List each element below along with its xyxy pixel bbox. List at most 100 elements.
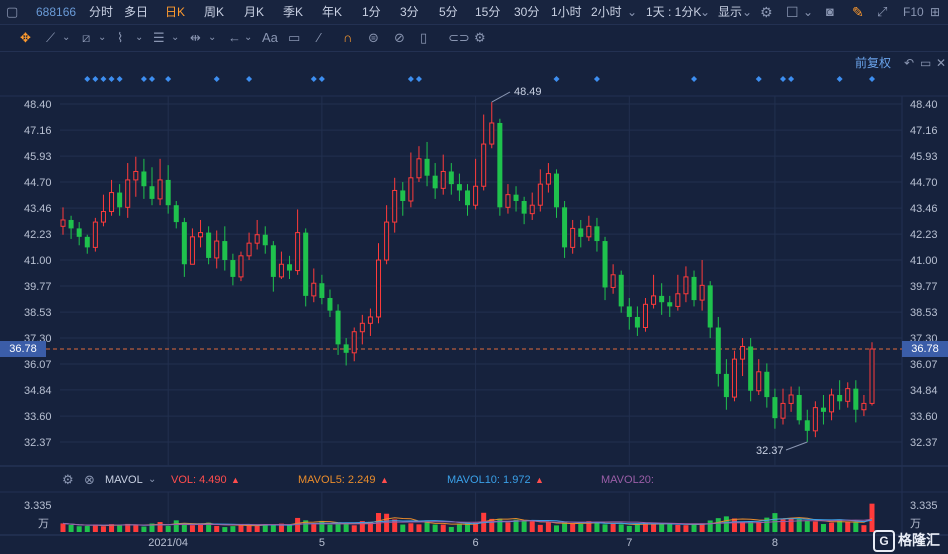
stock-code[interactable]: 688166 [36, 5, 77, 19]
lock-tool-icon[interactable]: ⊜ [368, 30, 379, 45]
high-price-annotation: 48.49 [514, 86, 542, 98]
display-chevron-icon[interactable]: ⌄ [742, 5, 753, 19]
candle-body [92, 221, 98, 248]
hide-tool-icon[interactable]: ⊘ [394, 30, 405, 45]
candle-body [796, 394, 802, 421]
crosshair-move-icon[interactable]: ✥ [20, 30, 31, 45]
candle-body [740, 345, 746, 360]
period-tab-timeshare[interactable]: 分时 [89, 5, 114, 19]
period-more-chevron-icon[interactable]: ⌄ [627, 5, 638, 19]
x-tick-label: 8 [772, 537, 778, 549]
period-tab-1hour[interactable]: 1小时 [551, 5, 582, 19]
indicator-name-chevron-icon[interactable]: ⌄ [148, 474, 157, 485]
volume-bar [198, 523, 204, 532]
period-tab-3min[interactable]: 3分 [400, 5, 419, 19]
interval-select[interactable]: 1天 : 1分K [646, 5, 702, 19]
y-tick-label-left: 41.00 [24, 255, 52, 267]
comment-tool-icon[interactable]: ▭ [288, 30, 301, 45]
period-tab-1min[interactable]: 1分 [362, 5, 381, 19]
period-tab-15min[interactable]: 15分 [475, 5, 501, 19]
period-tab-yearly[interactable]: 年K [322, 5, 343, 19]
adjust-mode-label[interactable]: 前复权 [855, 56, 892, 70]
camera-icon[interactable]: ◙ [826, 4, 834, 19]
event-marker [318, 76, 325, 82]
interval-chevron-icon[interactable]: ⌄ [700, 5, 711, 19]
wave-tool-chevron-icon[interactable]: ⌄ [135, 32, 144, 43]
grid-view-icon[interactable]: ⊞ [930, 5, 941, 19]
fib-tool-chevron-icon[interactable]: ⌄ [171, 32, 180, 43]
range-tool-chevron-icon[interactable]: ⌄ [208, 32, 217, 43]
period-tab-monthly[interactable]: 月K [244, 5, 265, 19]
volume-bar [173, 520, 179, 532]
mavol5-value: MAVOL5: 2.249 [298, 474, 376, 486]
fullscreen-icon[interactable]: ⤢ [877, 4, 888, 19]
volume-bar [481, 512, 487, 532]
period-toolbar: ▢ 688166 分时 多日 日K 周K 月K 季K 年K 1分 3分 5分 1… [0, 0, 948, 25]
candle-body [287, 264, 293, 271]
candle-body [206, 232, 212, 258]
candle-body [84, 236, 90, 248]
display-menu[interactable]: 显示 [718, 5, 743, 19]
period-tab-weekly[interactable]: 周K [204, 5, 225, 19]
f10-button[interactable]: F10 [903, 5, 924, 19]
range-tool-icon[interactable]: ⇹ [190, 30, 201, 45]
event-marker [140, 76, 147, 82]
period-tab-daily[interactable]: 日K [165, 5, 186, 19]
fib-tool-icon[interactable]: ☰ [153, 30, 165, 45]
period-tab-quarterly[interactable]: 季K [283, 5, 304, 19]
indicator-name[interactable]: MAVOL [105, 474, 143, 486]
channel-tool-icon[interactable]: ⧄ [82, 30, 91, 45]
arrow-tool-icon[interactable]: ← [228, 30, 241, 45]
event-marker [691, 76, 698, 82]
x-tick-label: 6 [473, 537, 479, 549]
volume-bar [448, 526, 454, 532]
volume-bar [812, 521, 818, 532]
candle-body [634, 316, 640, 328]
trash-icon[interactable]: ▯ [420, 30, 428, 45]
period-tab-multi-day[interactable]: 多日 [124, 5, 149, 19]
candle-body [553, 173, 559, 208]
settings-gear-icon[interactable]: ⚙ [760, 4, 773, 20]
vol-axis-left-unit: 万 [38, 518, 49, 530]
candle-body [473, 185, 479, 206]
volume-bar [845, 521, 851, 532]
period-tab-5min[interactable]: 5分 [439, 5, 458, 19]
volume-bar [287, 524, 293, 532]
link-tool-icon[interactable]: ⊂⊃ [448, 30, 470, 45]
text-tool-icon[interactable]: Aa [262, 30, 278, 45]
panel-toggle-icon[interactable]: ▢ [6, 4, 19, 19]
eraser-tool-icon[interactable]: ∕ [318, 30, 321, 45]
period-tab-30min[interactable]: 30分 [514, 5, 540, 19]
vol-value: VOL: 4.490 [171, 474, 227, 486]
magnet-icon[interactable]: ∩ [343, 30, 353, 45]
checkbox-chevron-icon[interactable]: ⌄ [803, 5, 814, 19]
event-marker [593, 76, 600, 82]
volume-bar [117, 524, 123, 532]
event-marker [755, 76, 762, 82]
volume-bar [521, 520, 527, 532]
candle-body [780, 402, 786, 419]
y-tick-label-right: 48.40 [910, 99, 938, 111]
volume-bar [206, 522, 212, 532]
line-tool-icon[interactable]: ⟋ [46, 30, 56, 45]
event-marker [100, 76, 107, 82]
volume-bar [820, 524, 826, 532]
wave-tool-icon[interactable]: ⌇ [117, 30, 124, 45]
checkbox-square-icon[interactable]: ☐ [786, 4, 799, 20]
volume-bar [610, 523, 616, 532]
y-tick-label-right: 45.93 [910, 151, 938, 163]
line-tool-chevron-icon[interactable]: ⌄ [62, 32, 71, 43]
undo-icon[interactable]: ↶ [904, 56, 915, 70]
indicator-settings-gear-icon[interactable]: ⚙ [62, 472, 74, 487]
period-tab-2hour[interactable]: 2小时 [591, 5, 622, 19]
drawing-settings-gear-icon[interactable]: ⚙ [474, 30, 486, 45]
y-tick-label-right: 33.60 [910, 411, 938, 423]
minimize-icon[interactable]: ▭ [920, 56, 932, 70]
draw-pencil-icon[interactable]: ✎ [852, 4, 864, 20]
close-panel-icon[interactable]: ✕ [936, 56, 947, 70]
indicator-close-icon[interactable]: ⊗ [84, 472, 95, 487]
arrow-tool-chevron-icon[interactable]: ⌄ [244, 32, 253, 43]
gelonghui-logo: G 格隆汇 [873, 527, 948, 554]
channel-tool-chevron-icon[interactable]: ⌄ [98, 32, 107, 43]
